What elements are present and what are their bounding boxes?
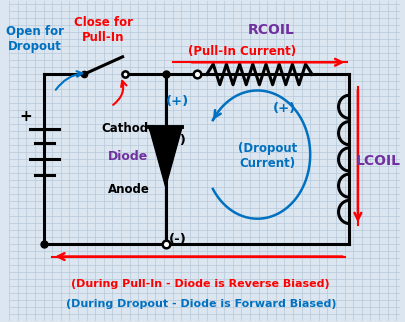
Text: Close for
Pull-In: Close for Pull-In — [73, 15, 132, 43]
Text: (-): (-) — [168, 233, 186, 246]
Text: (Dropout
Current): (Dropout Current) — [237, 142, 296, 170]
Text: LCOIL: LCOIL — [355, 154, 400, 168]
Text: Cathode: Cathode — [101, 122, 156, 136]
Text: (+): (+) — [273, 102, 296, 115]
Polygon shape — [149, 127, 181, 187]
Text: RCOIL: RCOIL — [247, 23, 294, 37]
Text: (+): (+) — [165, 95, 188, 108]
Text: (-): (-) — [168, 134, 186, 147]
Text: (During Pull-In - Diode is Reverse Biased): (During Pull-In - Diode is Reverse Biase… — [71, 279, 329, 289]
Text: (During Dropout - Diode is Forward Biased): (During Dropout - Diode is Forward Biase… — [65, 299, 335, 309]
Text: Anode: Anode — [107, 183, 149, 196]
Text: (Pull-In Current): (Pull-In Current) — [187, 45, 295, 59]
Text: Open for
Dropout: Open for Dropout — [6, 25, 64, 53]
Text: Diode: Diode — [108, 150, 148, 163]
Text: +: + — [19, 109, 32, 124]
